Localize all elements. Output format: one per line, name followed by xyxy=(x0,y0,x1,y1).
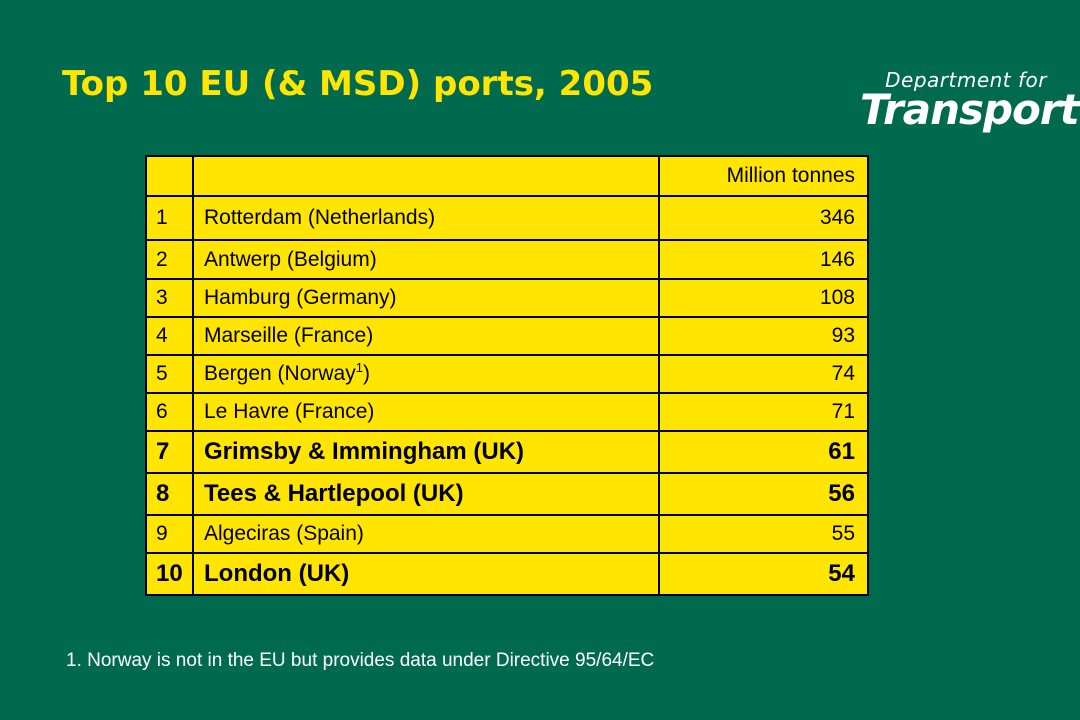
tonnes-cell: 61 xyxy=(658,430,869,474)
header-port-cell xyxy=(192,155,660,197)
port-cell: Bergen (Norway1) xyxy=(192,354,660,394)
rank-cell: 5 xyxy=(145,354,194,394)
port-cell: London (UK) xyxy=(192,552,660,596)
tonnes-cell: 54 xyxy=(658,552,869,596)
port-cell: Tees & Hartlepool (UK) xyxy=(192,472,660,516)
rank-cell: 8 xyxy=(145,472,194,516)
rank-cell: 7 xyxy=(145,430,194,474)
port-name-suffix: ) xyxy=(362,362,370,385)
logo-line-department: Department for xyxy=(885,68,1047,92)
table-row: 9 Algeciras (Spain) 55 xyxy=(145,514,869,554)
table-row: 8 Tees & Hartlepool (UK) 56 xyxy=(145,472,869,516)
page-title: Top 10 EU (& MSD) ports, 2005 xyxy=(62,64,654,104)
port-cell: Algeciras (Spain) xyxy=(192,514,660,554)
table-row: 2 Antwerp (Belgium) 146 xyxy=(145,239,869,280)
port-cell: Grimsby & Immingham (UK) xyxy=(192,430,660,474)
rank-cell: 2 xyxy=(145,239,194,280)
header-rank-cell xyxy=(145,155,194,197)
tonnes-cell: 146 xyxy=(658,239,869,280)
port-cell: Rotterdam (Netherlands) xyxy=(192,195,660,241)
table-row: 1 Rotterdam (Netherlands) 346 xyxy=(145,195,869,241)
rank-cell: 10 xyxy=(145,552,194,596)
tonnes-cell: 108 xyxy=(658,278,869,318)
port-cell: Marseille (France) xyxy=(192,316,660,356)
footnote: 1. Norway is not in the EU but provides … xyxy=(66,650,655,671)
rank-cell: 4 xyxy=(145,316,194,356)
tonnes-cell: 346 xyxy=(658,195,869,241)
port-cell: Hamburg (Germany) xyxy=(192,278,660,318)
table-row: 4 Marseille (France) 93 xyxy=(145,316,869,356)
rank-cell: 6 xyxy=(145,392,194,432)
tonnes-cell: 93 xyxy=(658,316,869,356)
tonnes-cell: 71 xyxy=(658,392,869,432)
logo-line-transport: Transport xyxy=(860,85,1080,134)
port-cell: Antwerp (Belgium) xyxy=(192,239,660,280)
table-row: 3 Hamburg (Germany) 108 xyxy=(145,278,869,318)
tonnes-cell: 74 xyxy=(658,354,869,394)
rank-cell: 9 xyxy=(145,514,194,554)
tonnes-cell: 56 xyxy=(658,472,869,516)
department-for-transport-logo: Department for Transport xyxy=(860,68,1080,134)
table-row: 10 London (UK) 54 xyxy=(145,552,869,596)
rank-cell: 1 xyxy=(145,195,194,241)
ports-table: Million tonnes 1 Rotterdam (Netherlands)… xyxy=(145,155,869,596)
port-name: Bergen (Norway xyxy=(204,362,356,385)
port-cell: Le Havre (France) xyxy=(192,392,660,432)
header-value-cell: Million tonnes xyxy=(658,155,869,197)
table-row: 6 Le Havre (France) 71 xyxy=(145,392,869,432)
tonnes-cell: 55 xyxy=(658,514,869,554)
footnote-marker: 1 xyxy=(355,360,363,375)
table-row: 5 Bergen (Norway1) 74 xyxy=(145,354,869,394)
rank-cell: 3 xyxy=(145,278,194,318)
table-header-row: Million tonnes xyxy=(145,155,869,197)
table-row: 7 Grimsby & Immingham (UK) 61 xyxy=(145,430,869,474)
